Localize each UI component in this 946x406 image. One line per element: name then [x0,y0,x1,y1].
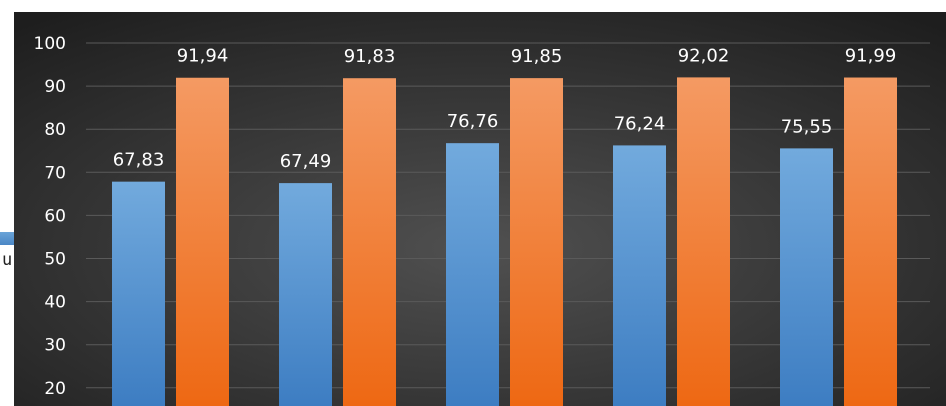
data-label: 91,94 [177,46,229,67]
bars [112,77,897,406]
y-tick-label: 90 [44,77,66,97]
data-label: 91,99 [845,46,897,67]
bar-series-1 [780,148,833,406]
bar-series-2 [677,77,730,406]
data-label: 76,24 [614,113,666,134]
bar-series-2 [343,78,396,406]
data-label: 91,85 [511,46,563,67]
y-tick-label: 70 [44,163,66,183]
data-label: 91,83 [344,46,396,67]
data-label: 67,49 [280,151,332,172]
bar-series-2 [176,77,229,406]
bar-series-1 [112,181,165,406]
y-axis-ticks: 20 30 40 50 60 70 80 90 100 [34,34,66,399]
bar-series-1 [279,183,332,406]
left-edge-fragment: u [0,232,14,272]
y-tick-label: 30 [44,336,66,356]
data-label: 75,55 [781,116,833,137]
data-label: 67,83 [113,150,165,171]
y-tick-label: 20 [44,379,66,399]
edge-bar-fragment [0,232,14,245]
bar-series-1 [446,143,499,406]
data-label: 76,76 [447,111,499,132]
data-label: 92,02 [678,45,730,66]
bar-series-2 [844,77,897,406]
data-labels: 67,83 67,49 76,76 76,24 75,55 91,94 91,83 91,85… [113,45,897,172]
y-tick-label: 50 [44,250,66,270]
y-tick-label: 60 [44,206,66,226]
y-tick-label: 100 [34,34,66,54]
y-tick-label: 40 [44,293,66,313]
y-tick-label: 80 [44,120,66,140]
bar-series-2 [510,78,563,406]
edge-text-fragment: u [2,250,13,270]
bar-series-1 [613,145,666,406]
